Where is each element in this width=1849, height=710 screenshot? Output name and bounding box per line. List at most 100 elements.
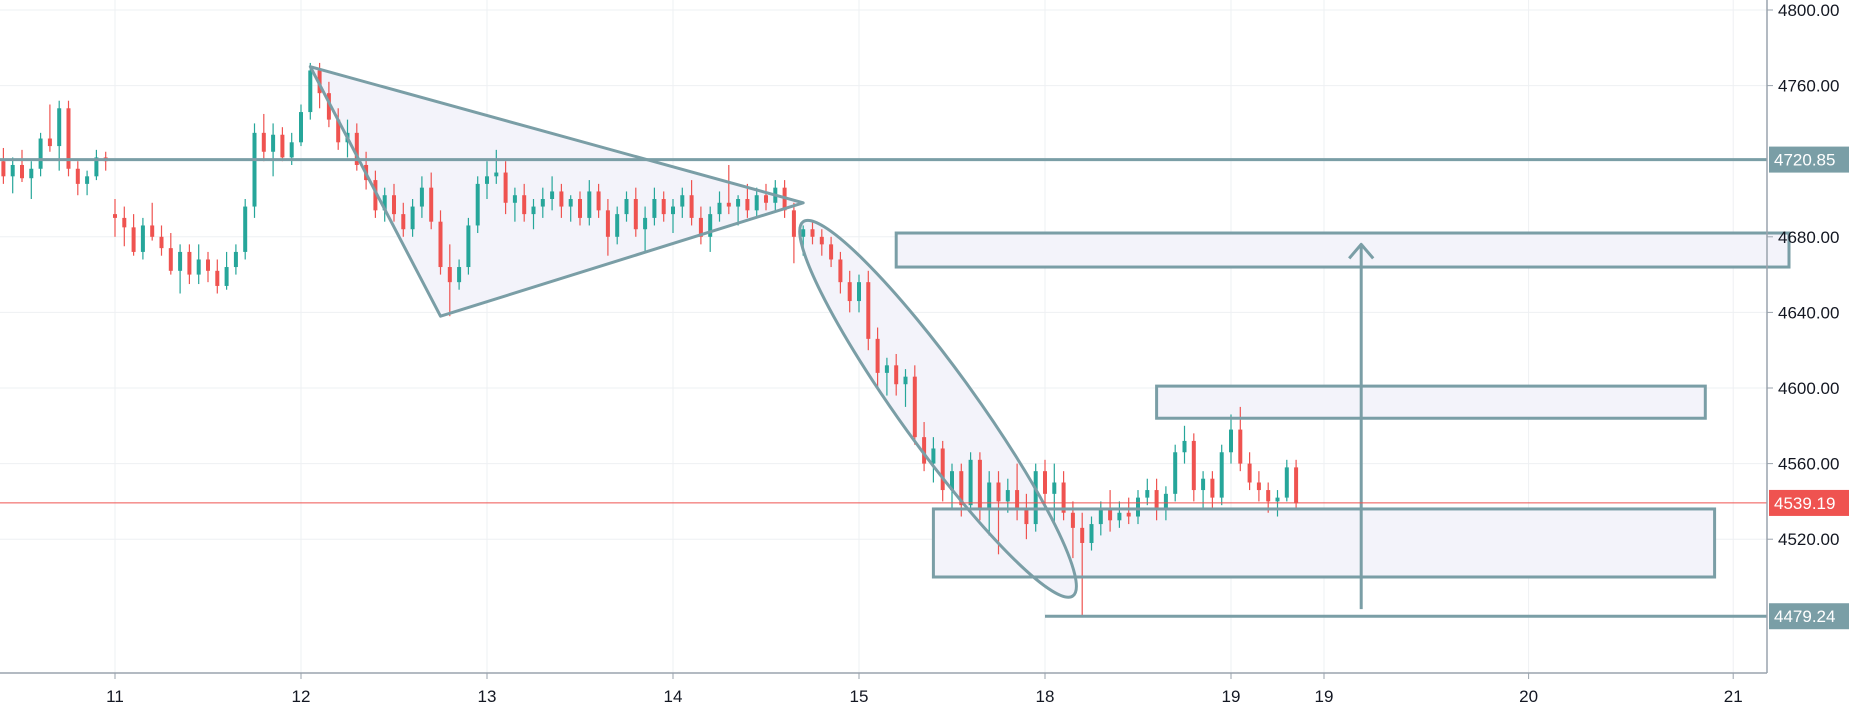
candle-body	[736, 199, 741, 207]
candle-body	[940, 448, 945, 491]
candle-body	[578, 199, 582, 218]
rectangle-zone[interactable]	[1155, 384, 1707, 420]
candle-body	[950, 471, 954, 491]
x-tick-label: 21	[1724, 687, 1743, 706]
candle	[754, 187, 759, 218]
time-axis[interactable]: 11 12 13 14 15 18 19 19 20 21	[106, 673, 1743, 706]
candle	[633, 187, 638, 237]
candle-body	[875, 338, 880, 373]
candle	[903, 369, 908, 407]
candle-body	[605, 210, 610, 237]
candle	[540, 187, 545, 218]
candle	[736, 195, 741, 226]
candle-body	[243, 206, 248, 252]
rectangle-zone[interactable]	[894, 231, 1791, 269]
candle	[308, 62, 313, 120]
candle	[438, 210, 443, 275]
candle	[47, 104, 52, 152]
candle	[866, 270, 871, 351]
candle-body	[57, 108, 62, 147]
candle-body	[996, 482, 1001, 502]
candle	[1080, 512, 1085, 617]
candle	[550, 176, 555, 211]
candle	[708, 206, 713, 252]
resistance-badge	[1769, 146, 1849, 173]
arrow-head[interactable]	[1348, 242, 1375, 260]
candle	[1070, 501, 1075, 559]
candle-body	[643, 217, 648, 230]
candle	[605, 199, 610, 256]
candle	[717, 191, 722, 222]
rectangle-zone[interactable]	[931, 507, 1717, 579]
candle	[196, 244, 201, 285]
x-tick-label: 20	[1519, 687, 1538, 706]
candle-body	[252, 132, 257, 207]
triangle-pattern[interactable]	[308, 65, 805, 318]
candle	[131, 214, 136, 256]
candle	[206, 251, 210, 283]
candle-body	[689, 195, 694, 218]
y-tick-label: 4760.00	[1778, 77, 1839, 96]
candle-body	[410, 206, 415, 230]
y-tick-label: 4680.00	[1778, 228, 1839, 247]
candle-body	[1108, 508, 1113, 521]
candle	[1284, 459, 1289, 502]
candle	[624, 191, 629, 222]
x-tick-label: 19	[1222, 687, 1241, 706]
candle-body	[1024, 508, 1029, 525]
candle	[884, 357, 889, 396]
candle	[522, 183, 527, 222]
x-tick-label: 13	[478, 687, 497, 706]
triangle-pattern-fill	[310, 66, 804, 317]
candle	[1089, 516, 1094, 551]
candle-body	[1005, 490, 1010, 502]
candle	[419, 176, 424, 218]
last-price-badge	[1769, 489, 1849, 516]
candle-body	[140, 225, 145, 252]
candle	[698, 206, 703, 245]
y-tick-label: 4560.00	[1778, 455, 1839, 474]
candle-body	[1145, 490, 1150, 498]
ellipse-drawing[interactable]	[772, 199, 1103, 618]
candle-body	[522, 195, 527, 215]
candle	[382, 187, 387, 222]
candle	[485, 161, 489, 199]
candle-body	[847, 282, 852, 302]
candle-body	[922, 437, 927, 464]
candle	[447, 244, 452, 317]
candle-body	[977, 459, 982, 509]
candle	[791, 202, 796, 264]
candle-body	[1247, 463, 1252, 483]
candle	[745, 183, 750, 218]
candle-body	[466, 225, 471, 268]
price-badges: 4720.85 4539.19 4479.24	[1769, 146, 1849, 630]
candle	[168, 233, 173, 275]
y-tick-label: 4600.00	[1778, 379, 1839, 398]
candle	[1108, 490, 1113, 532]
candle-body	[47, 138, 52, 147]
candle	[1052, 463, 1057, 525]
candle-body	[1033, 471, 1038, 525]
candle	[94, 149, 99, 181]
price-axis[interactable]: 4800.00 4760.00 4680.00 4640.00 4600.00 4560.…	[1767, 1, 1839, 549]
candle	[689, 180, 694, 226]
candle	[354, 123, 359, 171]
candle-body	[512, 195, 517, 203]
y-tick-label: 4800.00	[1778, 1, 1839, 20]
candle-body	[447, 267, 452, 283]
y-tick-label: 4640.00	[1778, 303, 1839, 322]
candle-body	[1210, 478, 1215, 498]
candle	[587, 180, 592, 226]
candle	[950, 463, 954, 509]
last-price-badge-label: 4539.19	[1774, 494, 1835, 513]
candle	[1173, 444, 1178, 502]
x-tick-label: 14	[664, 687, 683, 706]
candle	[838, 251, 843, 294]
candle	[1043, 459, 1047, 506]
candle-body	[1294, 467, 1299, 504]
candle-body	[1201, 478, 1206, 491]
drawings[interactable]	[308, 65, 1791, 618]
x-tick-label: 11	[106, 687, 124, 706]
candle	[178, 244, 183, 294]
